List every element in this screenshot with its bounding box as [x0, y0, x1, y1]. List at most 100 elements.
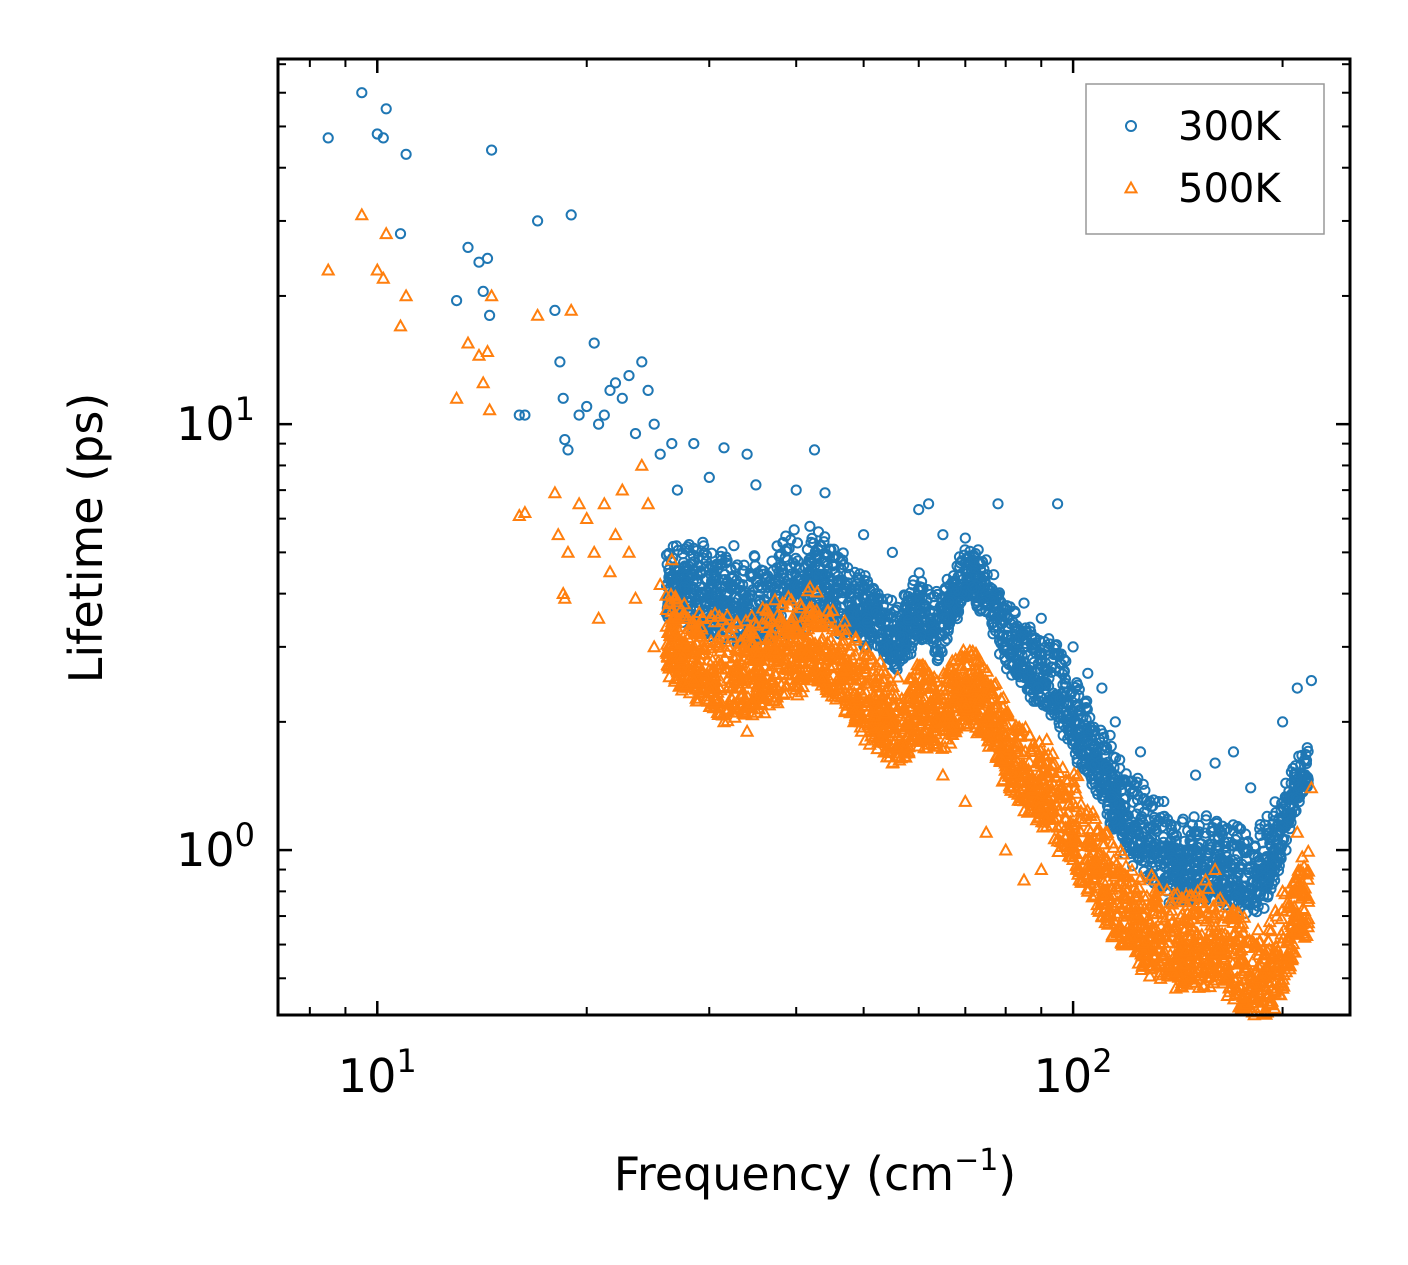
300K-data-point — [481, 252, 494, 264]
500K-data-point — [740, 644, 755, 658]
300K-data-point — [400, 148, 412, 160]
300K-data-point — [694, 581, 706, 593]
500K-data-point — [909, 662, 925, 676]
300K-data-point — [1086, 773, 1098, 785]
500K-data-point — [751, 647, 766, 661]
500K-data-point — [761, 678, 776, 692]
500K-data-point — [1180, 897, 1196, 911]
300K-data-point — [1186, 819, 1199, 831]
300K-data-point — [609, 377, 622, 389]
300K-data-point — [679, 543, 691, 555]
300K-data-point — [519, 409, 531, 421]
300K-data-point — [1161, 853, 1174, 865]
300K-data-point — [1248, 841, 1261, 853]
500K-data-point — [1211, 959, 1226, 973]
500K-data-point — [1260, 986, 1275, 999]
300K-data-point — [377, 132, 389, 144]
300K-data-point — [1055, 648, 1067, 660]
300K-data-point — [1043, 672, 1055, 685]
500K-data-point — [1002, 778, 1017, 792]
300K-data-point — [1276, 839, 1288, 852]
300K-data-point — [820, 593, 832, 605]
300K-data-point — [837, 547, 849, 559]
500K-data-point — [804, 599, 819, 613]
300K-data-point — [908, 574, 920, 587]
500K-data-point — [910, 684, 925, 698]
500K-data-point — [700, 652, 716, 666]
300K-data-point — [853, 624, 866, 636]
500K-data-point — [1186, 939, 1201, 953]
500K-data-point — [1132, 937, 1147, 950]
300K-data-point — [771, 540, 783, 552]
300K-data-point — [845, 608, 857, 620]
300K-data-point — [1261, 810, 1273, 823]
300K-data-point — [1244, 862, 1257, 875]
300K-data-point — [1067, 641, 1079, 653]
300K-data-point — [1120, 768, 1132, 780]
300K-data-point — [905, 593, 918, 605]
500K-data-point — [1016, 764, 1031, 778]
300K-data-point — [698, 540, 710, 552]
300K-data-point — [484, 309, 496, 321]
500K-data-point — [1053, 817, 1069, 831]
500K-data-point — [670, 594, 685, 608]
300K-data-point — [788, 524, 800, 536]
300K-data-point — [941, 573, 953, 586]
500K-data-point — [959, 657, 974, 670]
500K-data-point — [1284, 898, 1299, 912]
300K-data-point — [1277, 716, 1289, 728]
300K-data-point — [1301, 742, 1313, 754]
500K-data-point — [1142, 968, 1157, 982]
300K-data-point — [878, 607, 890, 619]
300K-data-point — [858, 529, 870, 541]
500K-data-point — [1164, 902, 1179, 916]
300K-data-point — [900, 644, 912, 656]
500K-data-point — [768, 620, 784, 634]
300K-data-point — [1180, 883, 1192, 895]
300K-data-point — [886, 546, 899, 559]
500K-data-point — [1115, 888, 1130, 902]
300K-data-point — [1296, 749, 1308, 762]
300K-data-point — [1254, 858, 1266, 870]
500K-data-point — [663, 627, 678, 641]
300K-data-point — [1089, 749, 1101, 761]
500K-data-point — [1045, 758, 1060, 772]
500K-data-point — [712, 657, 727, 671]
500K-data-point — [833, 639, 848, 653]
300K-data-point — [1059, 672, 1071, 685]
300K-data-point — [1104, 729, 1116, 741]
500K-data-point — [1274, 902, 1290, 916]
300K-data-point — [356, 87, 368, 99]
300K-data-point — [804, 556, 816, 568]
300K-data-point — [1138, 806, 1150, 818]
300K-data-point — [1167, 854, 1179, 866]
300K-data-point — [532, 215, 544, 227]
300K-data-point — [1116, 784, 1128, 796]
300K-data-point — [886, 594, 898, 606]
300K-data-point — [588, 337, 600, 349]
300K-data-point — [724, 583, 737, 595]
300K-data-point — [573, 409, 585, 421]
300K-data-point — [559, 434, 571, 446]
300K-data-point — [1124, 821, 1136, 834]
300K-data-point — [974, 605, 986, 617]
300K-data-point — [616, 392, 628, 404]
500K-data-point — [936, 666, 951, 680]
500K-data-point — [706, 667, 721, 681]
300K-data-point — [828, 559, 840, 571]
300K-data-point — [882, 630, 895, 642]
500K-data-point — [778, 685, 793, 699]
300K-data-point — [926, 621, 938, 633]
500K-data-point — [1299, 928, 1314, 941]
300K-data-point — [716, 546, 728, 558]
500K-data-point — [729, 616, 745, 630]
300K-data-point — [766, 555, 778, 567]
300K-data-point — [851, 608, 864, 620]
300K-data-point — [804, 520, 816, 532]
300K-data-point — [1291, 682, 1303, 694]
300K-data-point — [961, 571, 973, 583]
500K-data-point — [1034, 768, 1049, 782]
500K-data-point — [802, 579, 818, 593]
500K-data-point — [837, 621, 853, 635]
300K-data-point — [1205, 838, 1217, 850]
